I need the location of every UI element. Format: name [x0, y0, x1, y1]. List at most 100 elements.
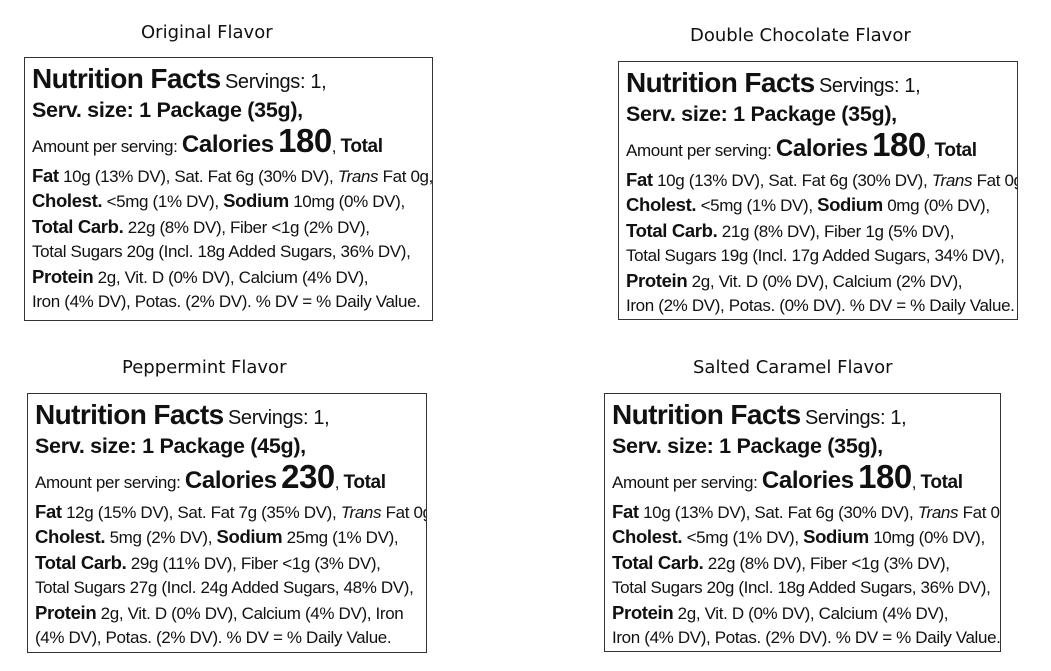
protein-row: Protein 2g, Vit. D (0% DV), Calcium (2% … [626, 269, 1010, 295]
satfat-value: Sat. Fat 7g (35% DV), [177, 502, 337, 522]
calories-value: 230 [281, 457, 335, 495]
fat-value: 10g (13% DV), [643, 502, 751, 522]
amount-per-serving: Amount per serving: [35, 472, 181, 492]
footer-row: Iron (4% DV), Potas. (2% DV). % DV = % D… [612, 628, 1001, 647]
calories-label: Calories [775, 134, 868, 162]
protein-row: Protein 2g, Vit. D (0% DV), Calcium (4% … [35, 601, 419, 627]
flavor-title-salted-caramel: Salted Caramel Flavor [693, 357, 893, 378]
sodium-label: Sodium [803, 526, 869, 547]
calories-label: Calories [181, 130, 274, 158]
sodium-value: 25mg (1% DV), [286, 528, 399, 547]
fat-row: Fat 10g (13% DV), Sat. Fat 6g (30% DV), … [626, 168, 1017, 194]
protein-label: Protein [626, 269, 688, 291]
fat-label: Fat [612, 500, 639, 522]
trans-value: Fat 0g, [976, 170, 1017, 190]
calories-comma: , [334, 472, 340, 492]
nutrition-facts-heading: Nutrition Facts [35, 399, 224, 430]
flavor-title-double-chocolate: Double Chocolate Flavor [690, 25, 911, 46]
trans-value: Fat 0g, [962, 502, 1000, 522]
serving-size: Serv. size: 1 Package (35g), [626, 101, 897, 126]
sugars-row: Total Sugars 20g (Incl. 18g Added Sugars… [612, 578, 991, 597]
fat-row: Fat 12g (15% DV), Sat. Fat 7g (35% DV), … [35, 500, 426, 526]
protein-label: Protein [32, 265, 94, 287]
carb-value: 22g (8% DV), Fiber <1g (2% DV), [127, 217, 370, 237]
cholest-row: Cholest. 5mg (2% DV), Sodium 25mg (1% DV… [35, 525, 419, 551]
carb-row: Total Carb. 21g (8% DV), Fiber 1g (5% DV… [626, 219, 1010, 245]
carb-label: Total Carb. [32, 215, 124, 237]
sodium-value: 10mg (0% DV), [293, 192, 405, 211]
fat-row: Fat 10g (13% DV), Sat. Fat 6g (30% DV), … [612, 500, 1000, 526]
nutrition-label-double-chocolate: Nutrition Facts Servings: 1, Serv. size:… [618, 61, 1018, 320]
amount-per-serving: Amount per serving: [32, 136, 178, 156]
satfat-value: Sat. Fat 6g (30% DV), [754, 502, 914, 522]
protein-value: 2g, Vit. D (0% DV), Calcium (4% DV), Iro… [100, 603, 404, 623]
heading-row: Nutrition Facts Servings: 1, [32, 64, 425, 96]
calories-comma: , [925, 140, 931, 160]
fat-value: 12g (15% DV), [66, 502, 174, 522]
carb-label: Total Carb. [626, 219, 718, 241]
flavor-title-original: Original Flavor [141, 22, 273, 43]
heading-row: Nutrition Facts Servings: 1, [35, 400, 419, 432]
fat-value: 10g (13% DV), [63, 166, 171, 186]
servings: Servings: 1, [818, 75, 921, 97]
serving-size: Serv. size: 1 Package (45g), [35, 433, 306, 458]
calories-row: Amount per serving: Calories 180, Total [626, 125, 1010, 168]
protein-value: 2g, Vit. D (0% DV), Calcium (4% DV), [97, 267, 369, 287]
protein-value: 2g, Vit. D (0% DV), Calcium (2% DV), [691, 271, 963, 291]
trans-label: Trans [340, 502, 382, 522]
cholest-value: <5mg (1% DV), [106, 192, 219, 211]
trans-label: Trans [917, 502, 959, 522]
nutrition-facts-heading: Nutrition Facts [32, 63, 221, 94]
satfat-value: Sat. Fat 6g (30% DV), [174, 166, 334, 186]
cholest-label: Cholest. [35, 526, 106, 547]
cholest-row: Cholest. <5mg (1% DV), Sodium 0mg (0% DV… [626, 193, 1010, 219]
nutrition-label-original: Nutrition Facts Servings: 1, Serv. size:… [24, 57, 433, 321]
sodium-value: 10mg (0% DV), [873, 528, 985, 547]
carb-value: 21g (8% DV), Fiber 1g (5% DV), [721, 221, 955, 241]
sugars-row: Total Sugars 27g (Incl. 24g Added Sugars… [35, 578, 414, 597]
footer-row: (4% DV), Potas. (2% DV). % DV = % Daily … [35, 628, 392, 647]
carb-label: Total Carb. [35, 551, 127, 573]
fat-row: Fat 10g (13% DV), Sat. Fat 6g (30% DV), … [32, 164, 432, 190]
cholest-label: Cholest. [626, 194, 697, 215]
trans-label: Trans [931, 170, 973, 190]
nutrition-label-salted-caramel: Nutrition Facts Servings: 1, Serv. size:… [604, 393, 1001, 652]
carb-row: Total Carb. 22g (8% DV), Fiber <1g (3% D… [612, 551, 993, 577]
cholest-row: Cholest. <5mg (1% DV), Sodium 10mg (0% D… [612, 525, 993, 551]
carb-value: 22g (8% DV), Fiber <1g (3% DV), [707, 553, 950, 573]
calories-comma: , [331, 136, 337, 156]
cholest-value: <5mg (1% DV), [686, 528, 799, 547]
serving-size: Serv. size: 1 Package (35g), [612, 433, 883, 458]
protein-label: Protein [612, 601, 674, 623]
servings: Servings: 1, [224, 71, 327, 93]
flavor-title-peppermint: Peppermint Flavor [122, 357, 287, 378]
servings: Servings: 1, [227, 407, 330, 429]
sodium-label: Sodium [817, 194, 883, 215]
footer-row: Iron (4% DV), Potas. (2% DV). % DV = % D… [32, 292, 421, 311]
calories-value: 180 [872, 125, 926, 163]
total-label: Total [934, 139, 977, 161]
protein-value: 2g, Vit. D (0% DV), Calcium (4% DV), [677, 603, 949, 623]
trans-value: Fat 0g, [385, 502, 426, 522]
carb-label: Total Carb. [612, 551, 704, 573]
carb-row: Total Carb. 29g (11% DV), Fiber <1g (3% … [35, 551, 419, 577]
carb-value: 29g (11% DV), Fiber <1g (3% DV), [130, 553, 381, 573]
total-label: Total [920, 471, 963, 493]
total-label: Total [343, 471, 386, 493]
calories-label: Calories [184, 466, 277, 494]
trans-label: Trans [337, 166, 379, 186]
calories-comma: , [911, 472, 917, 492]
total-label: Total [340, 135, 383, 157]
cholest-value: <5mg (1% DV), [700, 196, 813, 215]
fat-label: Fat [32, 164, 59, 186]
cholest-label: Cholest. [32, 190, 103, 211]
heading-row: Nutrition Facts Servings: 1, [626, 68, 1010, 100]
fat-label: Fat [626, 168, 653, 190]
sodium-value: 0mg (0% DV), [887, 196, 990, 215]
protein-row: Protein 2g, Vit. D (0% DV), Calcium (4% … [612, 601, 993, 627]
amount-per-serving: Amount per serving: [612, 472, 758, 492]
sugars-row: Total Sugars 19g (Incl. 17g Added Sugars… [626, 246, 1005, 265]
calories-row: Amount per serving: Calories 230, Total [35, 457, 419, 500]
sodium-label: Sodium [223, 190, 289, 211]
cholest-value: 5mg (2% DV), [109, 528, 213, 547]
